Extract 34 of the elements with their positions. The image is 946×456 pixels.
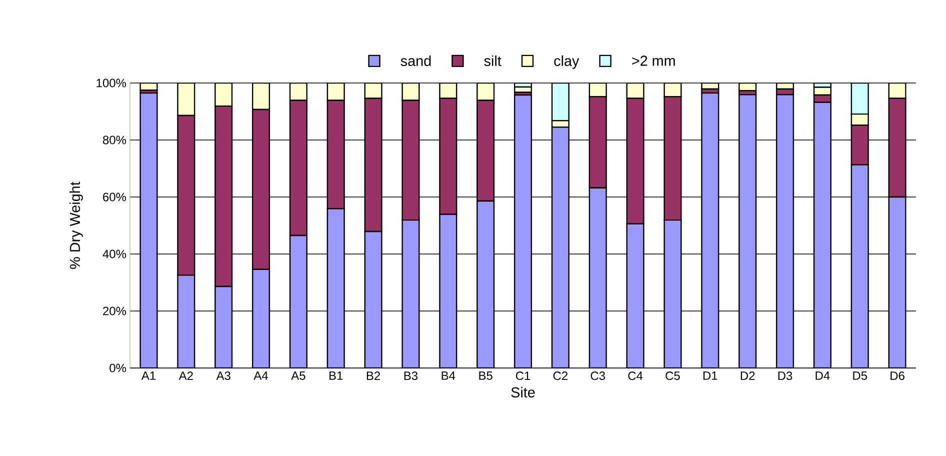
x-tick-label: C1 [516, 372, 530, 380]
y-axis-title: % Dry Weight [69, 182, 83, 269]
y-tick-label: 20% [103, 306, 126, 316]
x-tick-label: D1 [703, 372, 718, 380]
y-tick-label: 0% [110, 364, 126, 372]
y-tick-label: 100% [96, 78, 126, 88]
x-tick-label: B5 [479, 372, 492, 380]
x-tick-label: C4 [628, 372, 643, 380]
bar [252, 83, 270, 110]
y-tick-label: 40% [102, 250, 126, 258]
legend-label: clay [554, 55, 580, 69]
x-tick-label: D3 [778, 372, 792, 380]
x-tick-label: A2 [178, 372, 193, 380]
x-tick-label: D4 [816, 372, 830, 380]
x-tick-label: C3 [590, 372, 605, 380]
legend-label: sand [400, 55, 431, 66]
x-tick-label: B3 [404, 372, 418, 380]
x-tick-label: C2 [553, 372, 568, 380]
x-tick-label: C5 [666, 372, 680, 380]
x-tick-label: B2 [366, 372, 380, 380]
x-tick-label: B1 [330, 372, 343, 380]
x-tick-label: A5 [291, 372, 306, 380]
x-tick-label: B4 [442, 372, 456, 380]
legend-label: >2 mm [632, 56, 675, 66]
y-tick-label: 60% [103, 192, 126, 202]
x-tick-label: A3 [216, 372, 230, 380]
y-tick-label: 80% [102, 136, 126, 144]
legend-label: silt [484, 55, 502, 66]
x-axis-title: Site [511, 386, 535, 398]
x-tick-label: D5 [853, 372, 868, 380]
x-tick-label: D2 [740, 372, 755, 380]
x-tick-label: A4 [254, 372, 268, 380]
x-tick-label: D6 [890, 372, 904, 380]
x-tick-label: A1 [141, 372, 156, 380]
